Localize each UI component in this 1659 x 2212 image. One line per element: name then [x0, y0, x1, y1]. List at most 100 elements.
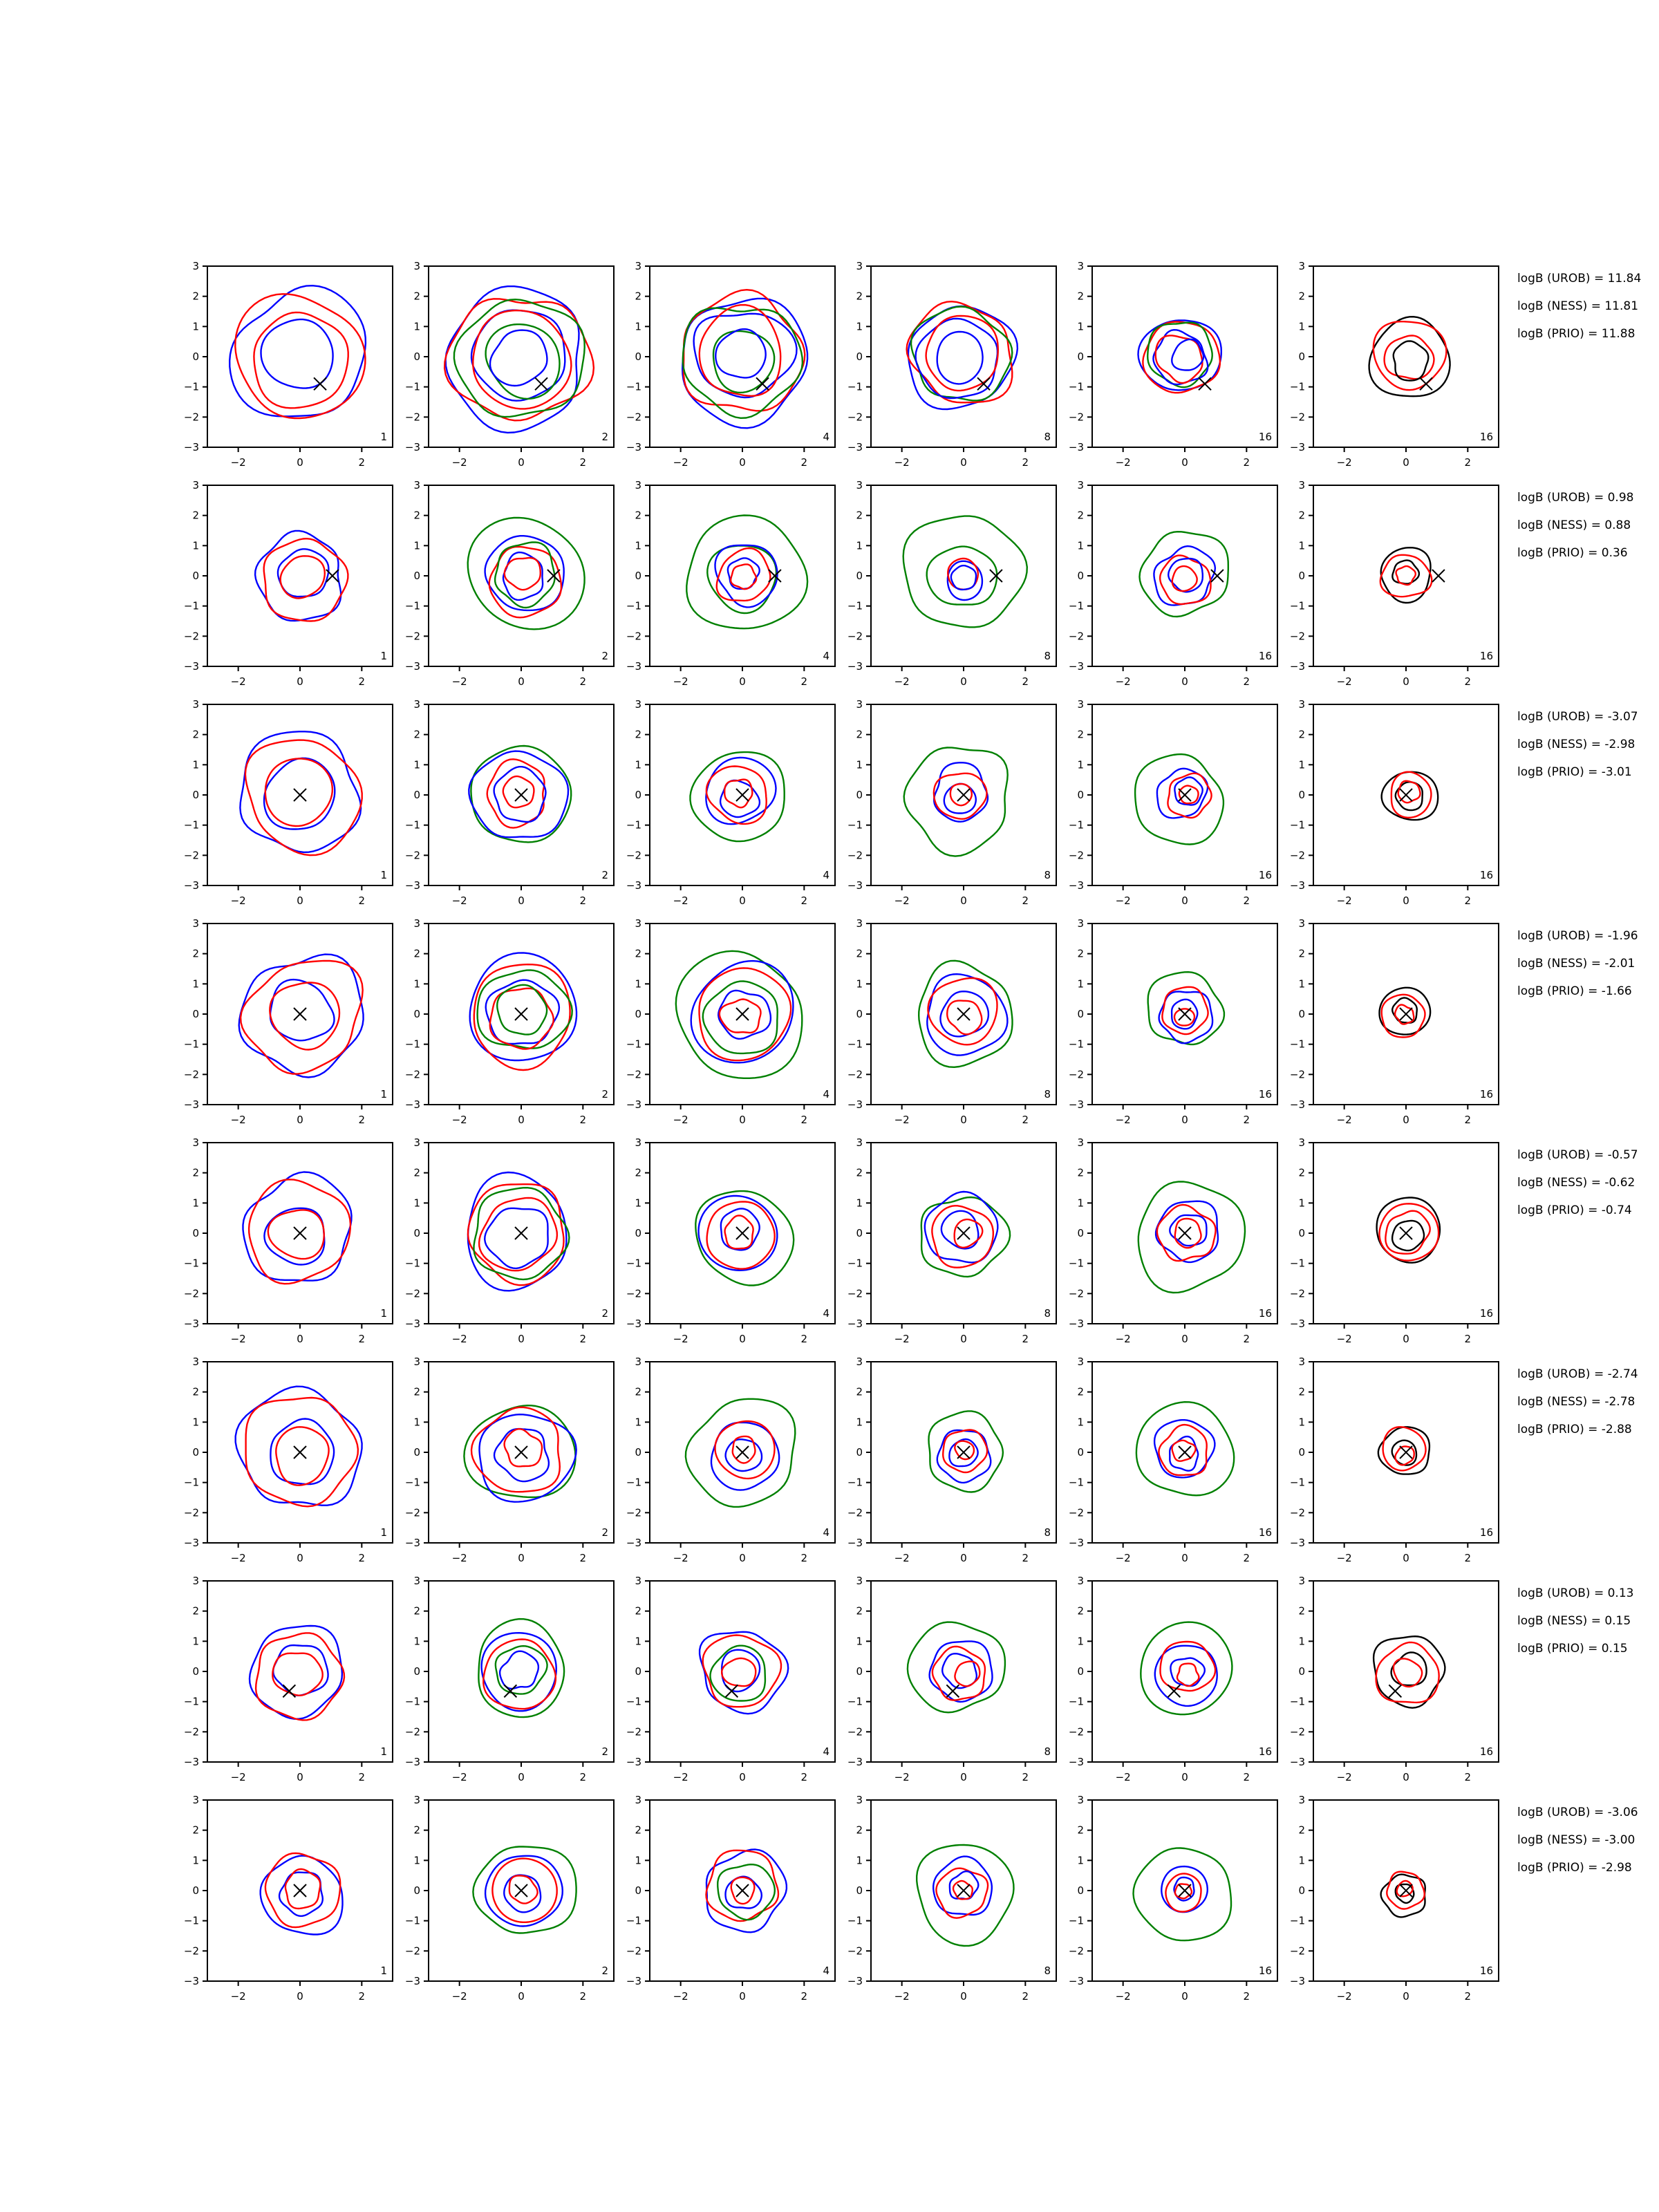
y-tick-label: 3	[1298, 1794, 1305, 1806]
blue-contour	[1171, 338, 1205, 371]
y-tick-label: 2	[635, 1824, 641, 1837]
y-tick-label: −2	[405, 1725, 420, 1738]
red-contour	[488, 545, 563, 619]
green-contour	[682, 307, 804, 419]
y-tick-label: 2	[192, 948, 199, 960]
x-tick-label: 0	[739, 675, 746, 688]
subplot-r7-c6: −2 0 2 −3 −2 −1 0 1 2 3 16	[1290, 1575, 1499, 1783]
panel-label: 16	[1259, 431, 1272, 443]
green-contour	[695, 1190, 795, 1286]
x-tick-label: 2	[1465, 1114, 1472, 1126]
red-contour	[1167, 772, 1212, 819]
red-contour	[503, 556, 541, 591]
logb-label: logB (NESS) = -2.78	[1517, 1395, 1635, 1409]
y-tick-label: 0	[635, 1884, 641, 1897]
x-tick-label: 2	[1244, 1552, 1250, 1564]
green-contour	[485, 324, 561, 400]
x-marker	[1210, 569, 1224, 583]
y-tick-label: 1	[1077, 1635, 1084, 1647]
x-tick-label: 0	[518, 1771, 525, 1783]
red-contour	[478, 1197, 559, 1272]
y-tick-label: 2	[413, 948, 420, 960]
x-tick-label: 0	[1181, 1333, 1188, 1345]
y-tick-label: −2	[184, 1506, 199, 1519]
black-contour	[1380, 771, 1439, 821]
panel-label: 4	[823, 650, 830, 662]
y-tick-label: −2	[405, 1944, 420, 1957]
green-contour	[684, 1398, 796, 1508]
subplot-r1-c1: −2 0 2 −3 −2 −1 0 1 2 3 1	[184, 260, 393, 469]
panel-label: 8	[1044, 1526, 1051, 1539]
x-marker	[1399, 1445, 1413, 1459]
y-tick-label: 2	[192, 729, 199, 741]
blue-contour	[948, 1438, 979, 1468]
y-tick-label: −1	[184, 1915, 199, 1927]
y-tick-label: 3	[413, 1794, 420, 1806]
red-contour	[946, 1000, 983, 1035]
y-tick-label: 2	[635, 1386, 641, 1398]
y-tick-label: −1	[1290, 1257, 1305, 1270]
red-contour	[1396, 1880, 1414, 1897]
panel-label: 8	[1044, 1307, 1051, 1320]
x-tick-label: −2	[231, 1552, 246, 1564]
y-tick-label: 2	[1077, 1386, 1084, 1398]
red-contour	[730, 1876, 756, 1905]
x-marker	[957, 1226, 971, 1240]
panel-label: 4	[823, 1965, 830, 1977]
x-tick-label: 2	[1022, 894, 1029, 907]
logb-label: logB (UROB) = 11.84	[1517, 272, 1641, 285]
subplot-r8-c2: −2 0 2 −3 −2 −1 0 1 2 3 2	[405, 1794, 615, 2003]
red-contour	[489, 987, 554, 1050]
x-tick-label: 2	[1465, 1552, 1472, 1564]
x-tick-label: 0	[518, 675, 525, 688]
y-tick-label: −3	[1290, 1318, 1305, 1330]
x-tick-label: 0	[297, 1552, 303, 1564]
x-tick-label: 0	[518, 456, 525, 469]
y-tick-label: 0	[635, 1446, 641, 1459]
x-tick-label: 0	[1181, 1771, 1188, 1783]
x-tick-label: 0	[297, 456, 303, 469]
x-tick-label: −2	[894, 456, 910, 469]
y-tick-label: 3	[192, 1136, 199, 1149]
subplot-r7-c5: −2 0 2 −3 −2 −1 0 1 2 3 16	[1069, 1575, 1278, 1783]
red-contour	[705, 1849, 780, 1922]
x-tick-label: −2	[673, 1552, 688, 1564]
panel-label: 4	[823, 869, 830, 881]
y-tick-label: −2	[405, 630, 420, 642]
subplot-r3-c6: −2 0 2 −3 −2 −1 0 1 2 3 16	[1290, 698, 1499, 907]
y-tick-label: −3	[1069, 441, 1084, 453]
y-tick-label: 0	[413, 1446, 420, 1459]
y-tick-label: −1	[1290, 1477, 1305, 1489]
blue-contour	[1153, 545, 1217, 606]
blue-contour	[259, 1855, 344, 1936]
x-marker	[1399, 788, 1413, 802]
y-tick-label: −2	[626, 1068, 641, 1080]
y-tick-label: −3	[1290, 1756, 1305, 1768]
x-marker	[514, 1007, 528, 1021]
subplot-r6-c1: −2 0 2 −3 −2 −1 0 1 2 3 1	[184, 1356, 393, 1564]
y-tick-label: −3	[1290, 441, 1305, 453]
x-tick-label: 2	[1244, 456, 1250, 469]
y-tick-label: −3	[405, 441, 420, 453]
y-tick-label: −2	[847, 1944, 863, 1957]
subplot-r6-c5: −2 0 2 −3 −2 −1 0 1 2 3 16	[1069, 1356, 1278, 1564]
blue-contour	[270, 1418, 335, 1485]
logb-label: logB (PRIO) = -1.66	[1517, 984, 1632, 998]
y-tick-label: −1	[184, 819, 199, 832]
x-tick-label: 2	[359, 1333, 366, 1345]
x-tick-label: −2	[452, 894, 467, 907]
y-tick-label: −3	[405, 1756, 420, 1768]
y-tick-label: 3	[856, 260, 863, 272]
y-tick-label: 1	[413, 758, 420, 771]
panel-label: 16	[1259, 1965, 1272, 1977]
y-tick-label: 1	[635, 1635, 641, 1647]
y-tick-label: −1	[626, 381, 641, 393]
y-tick-label: −3	[626, 1318, 641, 1330]
y-tick-label: −2	[1290, 1068, 1305, 1080]
y-tick-label: −1	[847, 381, 863, 393]
red-contour	[927, 977, 998, 1046]
blue-contour	[239, 731, 362, 854]
y-tick-label: 2	[856, 509, 863, 522]
green-contour	[1134, 753, 1225, 845]
x-tick-label: 0	[739, 1552, 746, 1564]
